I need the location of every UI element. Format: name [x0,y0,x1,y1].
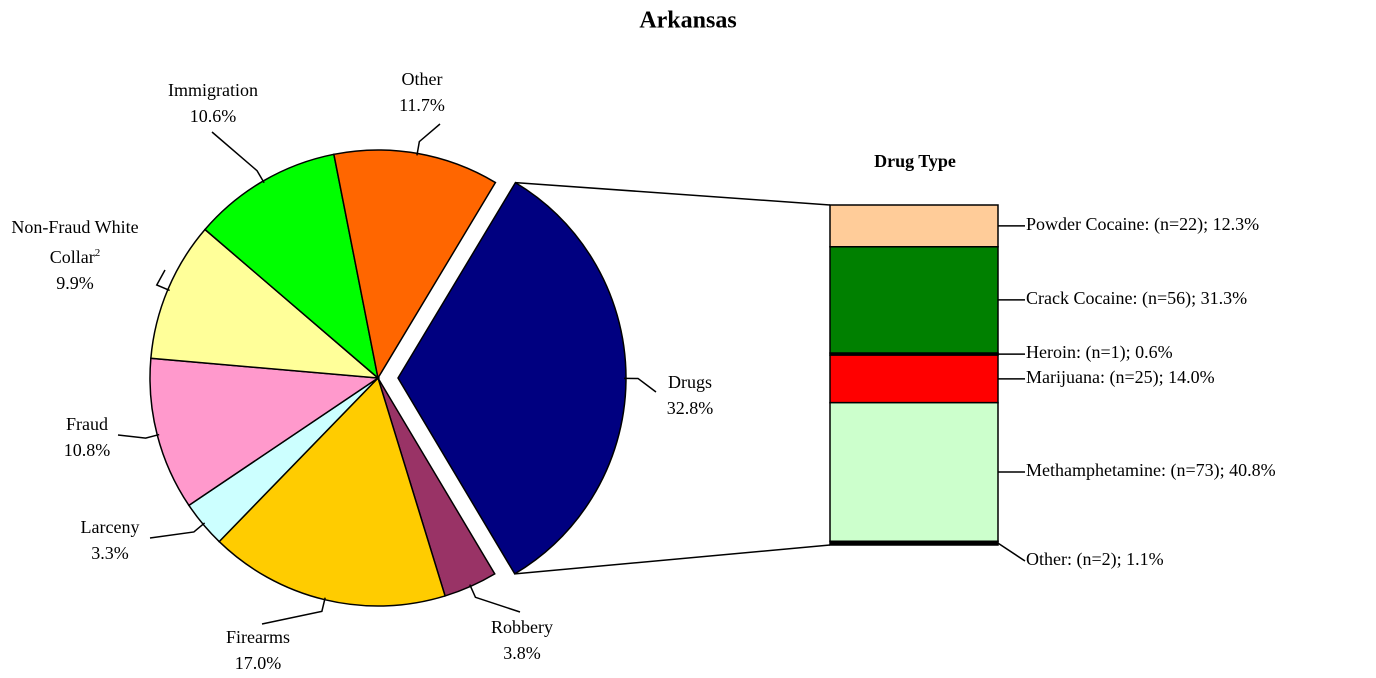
chart-title: Arkansas [639,8,736,34]
bar-label: Marijuana: (n=25); 14.0% [1026,367,1215,388]
pie-label: Robbery 3.8% [457,614,587,666]
category-label: Firearms [226,627,290,647]
footnote-mark: 2 [94,247,101,259]
bar-segment [829,246,999,354]
pie-label: Fraud 10.8% [22,411,152,463]
value-label: 3.8% [503,643,541,663]
value-label: 10.8% [63,440,111,460]
leader-line [261,597,326,625]
bar-label: Heroin: (n=1); 0.6% [1026,342,1173,363]
bar-segment [829,354,999,404]
category-label: Drugs [668,372,712,392]
connector [515,181,831,206]
category-label: Immigration [168,80,258,100]
pie-label: Larceny 3.3% [45,514,175,566]
value-label: 11.7% [399,95,445,115]
pie-label: Firearms 17.0% [193,624,323,676]
bar-label: Methamphetamine: (n=73); 40.8% [1026,460,1276,481]
bar-segment [829,401,999,543]
value-label: 10.6% [189,106,237,126]
pie-label: Other 11.7% [357,66,487,118]
pie-label: Immigration 10.6% [148,77,278,129]
value-label: 17.0% [234,653,282,673]
value-label: 3.3% [91,543,129,563]
category-label: Larceny [80,517,140,537]
leader-line [416,123,441,156]
bar-segment [829,204,999,248]
leader-line [149,522,206,539]
pie-label: Non-Fraud White Collar2 9.9% [10,214,140,296]
connector [514,544,831,575]
leader-line [997,542,1026,562]
leader-line [211,131,265,184]
category-label: Fraud [66,414,108,434]
bar-label: Other: (n=2); 1.1% [1026,549,1164,570]
category-label: Other [401,69,443,89]
leader-line [155,269,170,292]
category-label: Non-Fraud White Collar [11,217,139,267]
pie-label: Drugs 32.8% [625,369,755,421]
leader-line [469,584,521,613]
value-label: 32.8% [666,398,714,418]
leader-line [117,433,160,439]
bar-label: Powder Cocaine: (n=22); 12.3% [1026,214,1259,235]
leader-line [623,377,657,393]
category-label: Robbery [491,617,553,637]
bar-segment [829,540,999,546]
value-label: 9.9% [56,273,94,293]
bar-title: Drug Type [874,151,956,171]
bar-label: Crack Cocaine: (n=56); 31.3% [1026,288,1247,309]
